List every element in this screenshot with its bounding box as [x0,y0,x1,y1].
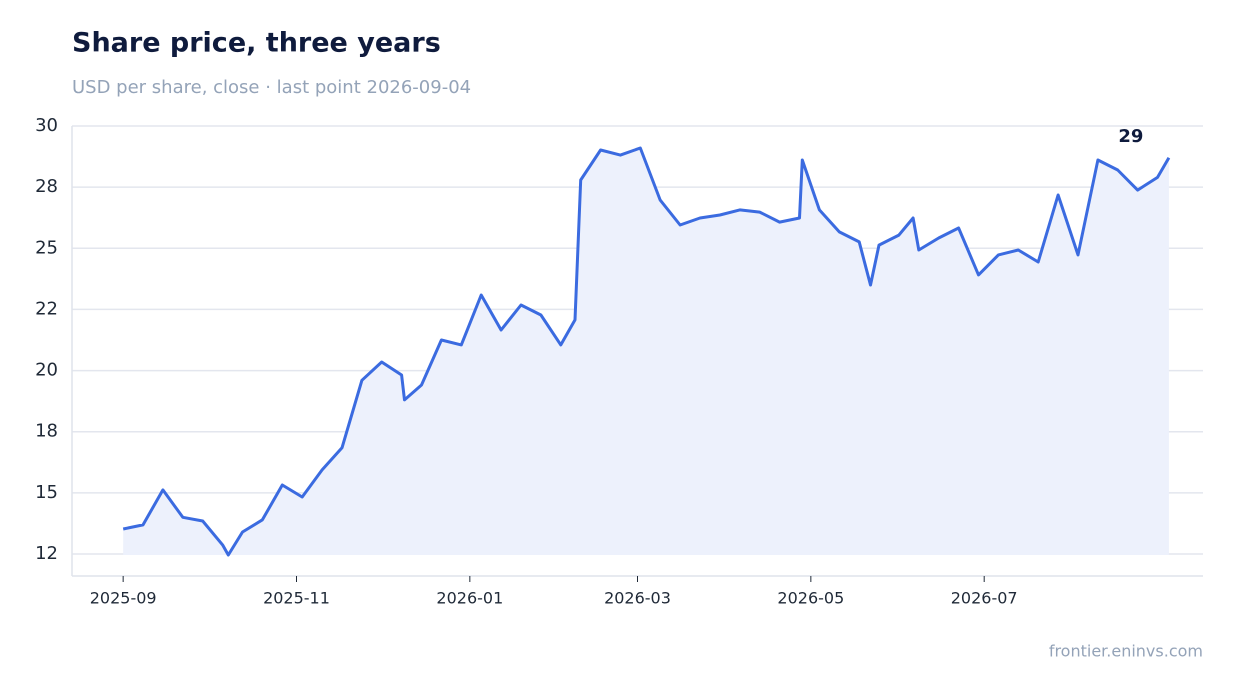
x-tick-label: 2025-11 [263,589,330,608]
chart-title: Share price, three years [72,28,441,59]
y-tick-label: 20 [35,360,58,381]
y-tick-label: 30 [35,115,58,136]
y-tick-label: 22 [35,298,58,319]
y-tick-label: 28 [35,176,58,197]
y-tick-label: 12 [35,543,58,564]
y-tick-label: 25 [35,237,58,258]
annotation: 29 [1118,126,1143,147]
line [122,146,1171,557]
x-tick-label: 2026-05 [777,589,844,608]
x-tick-label: 2026-01 [436,589,503,608]
x-tick-label: 2025-09 [90,589,157,608]
source: frontier.eninvs.com [1049,642,1203,661]
x-tick-label: 2026-03 [604,589,671,608]
chart-subtitle: USD per share, close · last point 2026-0… [72,77,471,98]
area [123,148,1169,555]
y-tick-label: 18 [35,421,58,442]
y-tick-label: 15 [35,482,58,503]
x-tick-label: 2026-07 [951,589,1018,608]
